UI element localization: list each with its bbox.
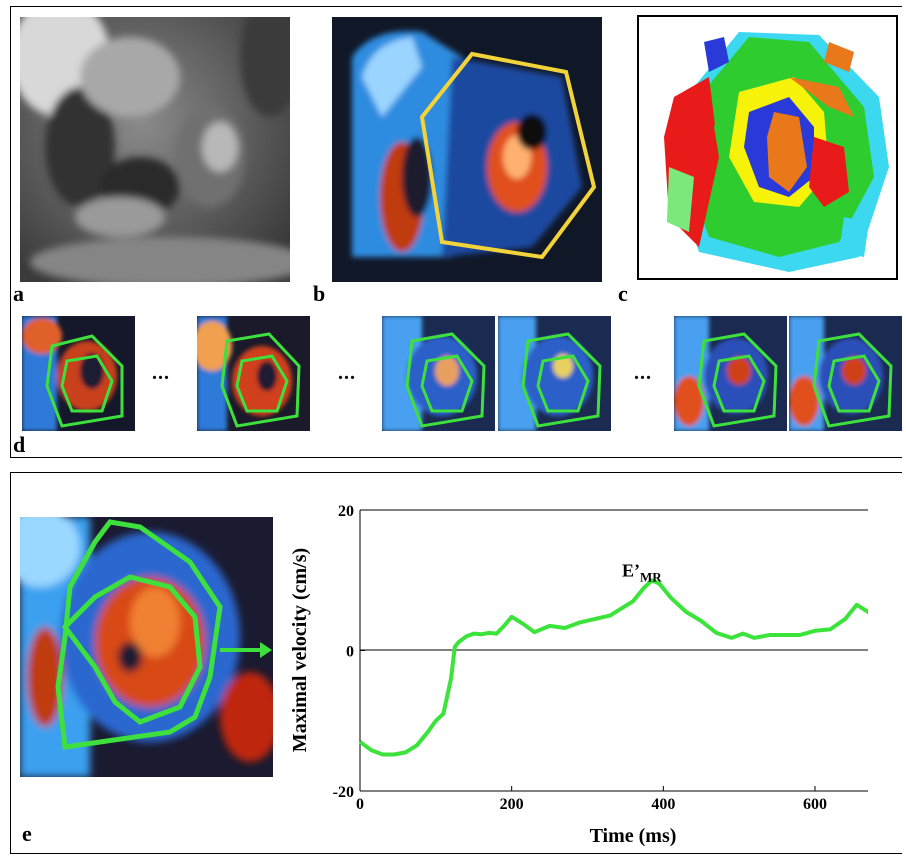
ellipsis-1: ... [152,362,170,384]
y-tick-label: 0 [346,644,354,661]
roi-polygon [419,51,597,260]
top-figure-frame [10,6,902,458]
ellipsis-2: ... [338,362,356,384]
y-axis-label: Maximal velocity (cm/s) [289,548,311,752]
bottom-figure-frame [10,472,902,854]
velocity-curve [358,578,868,757]
frame-thumbnail [498,316,611,431]
panel-label-b: b [313,281,326,306]
frame-thumbnail [197,316,310,431]
panel-label-e: e [22,821,32,846]
panel-b-image [332,17,602,282]
x-axis-label: Time (ms) [590,825,677,847]
x-tick-label: 400 [651,796,675,813]
ellipsis-3: ... [634,362,652,384]
x-tick-label: 200 [500,796,524,813]
x-tick-label: 600 [803,796,827,813]
peak-annotation: E’MR [622,560,662,584]
panel-e-image [20,517,273,777]
frame-thumbnail [382,316,495,431]
panel-label-d: d [13,432,26,457]
frame-thumbnail [674,316,787,431]
panel-label-a: a [13,281,24,306]
panel-label-c: c [618,281,628,306]
y-tick-label: -20 [333,784,354,801]
y-tick-label: 20 [338,503,354,520]
panel-a-image [20,17,290,282]
frame-thumbnail [789,316,902,431]
frame-thumbnail [22,316,135,431]
panel-c-image [637,15,898,280]
x-tick-label: 0 [356,796,364,813]
